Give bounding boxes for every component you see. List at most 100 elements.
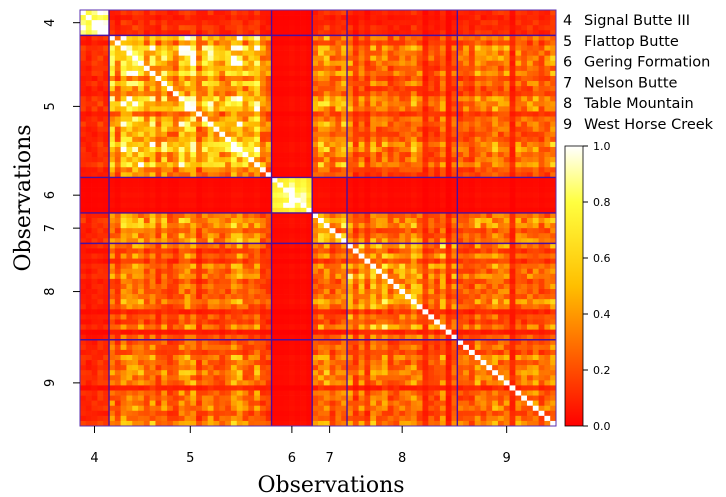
heatmap-cell	[265, 289, 272, 295]
heatmap-cell	[370, 167, 377, 173]
heatmap-cell	[347, 309, 354, 315]
heatmap-cell	[463, 91, 470, 97]
heatmap-cell	[132, 197, 139, 204]
heatmap-cell	[492, 258, 499, 265]
heatmap-cell	[300, 187, 307, 193]
heatmap-cell	[393, 197, 400, 204]
heatmap-cell	[219, 309, 226, 315]
heatmap-cell	[288, 131, 296, 138]
heatmap-cell	[364, 223, 371, 229]
heatmap-cell	[172, 263, 180, 270]
heatmap-cell	[393, 141, 400, 148]
heatmap-cell	[80, 177, 87, 183]
heatmap-cell	[341, 218, 348, 224]
heatmap-cell	[358, 253, 365, 259]
heatmap-cell	[288, 136, 296, 143]
heatmap-cell	[410, 91, 418, 97]
heatmap-cell	[97, 223, 104, 229]
heatmap-cell	[341, 192, 348, 199]
heatmap-cell	[161, 141, 168, 148]
heatmap-cell	[300, 207, 307, 214]
heatmap-cell	[532, 304, 539, 310]
heatmap-cell	[155, 15, 162, 21]
heatmap-cell	[126, 60, 133, 67]
heatmap-cell	[457, 40, 464, 46]
heatmap-cell	[329, 248, 336, 254]
heatmap-cell	[190, 253, 197, 259]
heatmap-cell	[550, 263, 557, 270]
heatmap-cell	[393, 162, 400, 168]
heatmap-cell	[190, 162, 197, 168]
heatmap-cell	[277, 152, 284, 158]
heatmap-cell	[486, 157, 493, 163]
heatmap-cell	[277, 35, 284, 41]
heatmap-cell	[306, 65, 313, 72]
heatmap-cell	[515, 86, 522, 92]
heatmap-cell	[503, 65, 510, 72]
heatmap-cell	[468, 278, 476, 285]
heatmap-cell	[265, 192, 272, 199]
heatmap-cell	[358, 273, 365, 280]
heatmap-cell	[538, 248, 545, 254]
heatmap-cell	[126, 233, 133, 239]
heatmap-cell	[335, 126, 342, 133]
heatmap-cell	[109, 167, 116, 173]
heatmap-cell	[120, 20, 127, 26]
heatmap-cell	[155, 182, 162, 188]
heatmap-cell	[521, 167, 528, 173]
heatmap-cell	[381, 162, 388, 168]
heatmap-cell	[277, 223, 284, 229]
heatmap-cell	[387, 81, 394, 87]
heatmap-cell	[323, 218, 330, 224]
heatmap-cell	[120, 268, 127, 275]
heatmap-cell	[155, 233, 162, 239]
heatmap-cell	[172, 309, 180, 315]
heatmap-cell	[318, 146, 325, 153]
heatmap-cell	[207, 40, 214, 46]
heatmap-cell	[439, 15, 447, 21]
heatmap-cell	[381, 70, 388, 77]
heatmap-cell	[120, 116, 127, 122]
heatmap-cell	[265, 40, 272, 46]
heatmap-cell	[207, 223, 214, 229]
heatmap-cell	[172, 197, 180, 204]
heatmap-cell	[364, 233, 371, 239]
heatmap-cell	[184, 253, 191, 259]
heatmap-cell	[138, 141, 145, 148]
heatmap-cell	[387, 228, 394, 234]
heatmap-cell	[178, 228, 185, 234]
heatmap-cell	[445, 30, 452, 36]
heatmap-cell	[213, 157, 220, 163]
heatmap-cell	[521, 268, 528, 275]
heatmap-cell	[91, 192, 98, 199]
heatmap-cell	[416, 299, 423, 305]
heatmap-cell	[109, 187, 116, 193]
heatmap-cell	[312, 167, 319, 173]
heatmap-cell	[172, 177, 180, 183]
heatmap-cell	[393, 238, 400, 244]
heatmap-cell	[265, 248, 272, 254]
heatmap-cell	[248, 238, 255, 244]
heatmap-cell	[132, 289, 139, 295]
heatmap-cell	[376, 15, 383, 21]
heatmap-cell	[521, 314, 528, 320]
heatmap-cell	[230, 314, 238, 320]
heatmap-cell	[497, 35, 505, 41]
heatmap-cell	[341, 45, 348, 51]
heatmap-cell	[132, 268, 139, 275]
heatmap-cell	[445, 294, 452, 300]
heatmap-cell	[434, 10, 441, 16]
heatmap-cell	[347, 10, 354, 16]
heatmap-cell	[132, 243, 139, 249]
heatmap-cell	[312, 25, 319, 31]
heatmap-cell	[422, 294, 429, 300]
heatmap-cell	[230, 45, 238, 51]
heatmap-cell	[236, 309, 243, 315]
heatmap-cell	[254, 177, 261, 183]
heatmap-cell	[364, 141, 371, 148]
heatmap-cell	[294, 15, 301, 21]
heatmap-cell	[271, 268, 278, 275]
heatmap-cell	[352, 55, 359, 62]
heatmap-cell	[85, 86, 92, 92]
heatmap-cell	[248, 146, 255, 153]
